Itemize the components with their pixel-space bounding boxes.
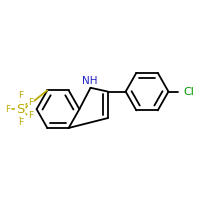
Text: NH: NH [82,76,98,86]
Text: S: S [16,103,24,116]
Text: F: F [18,91,23,100]
Text: Cl: Cl [183,87,194,97]
Text: F: F [18,118,23,127]
Text: F: F [28,111,33,120]
Text: F: F [5,105,10,114]
Text: F: F [28,98,33,107]
